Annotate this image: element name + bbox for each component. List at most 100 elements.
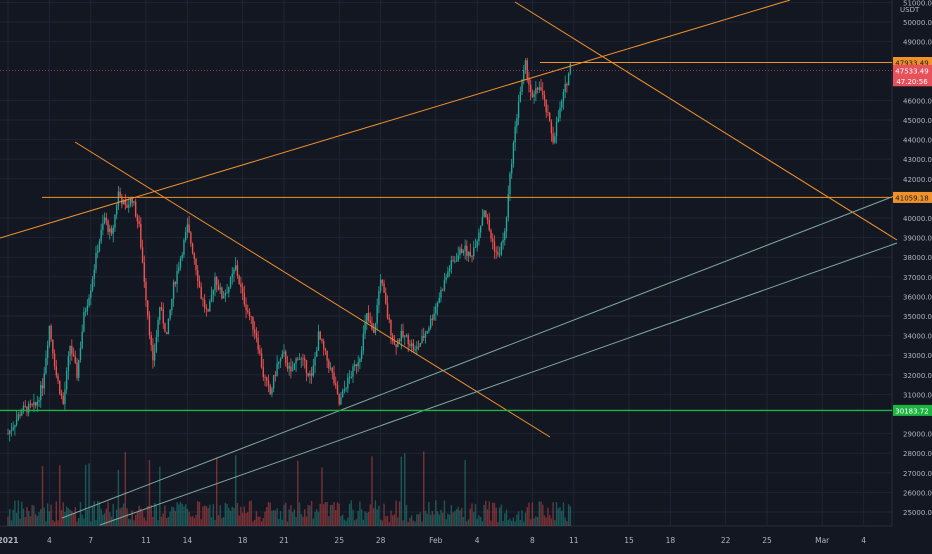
- volume-bar: [43, 507, 45, 526]
- volume-bar: [488, 501, 490, 526]
- candle-body: [448, 268, 451, 272]
- volume-bar: [290, 505, 292, 526]
- candle-body: [285, 351, 287, 363]
- x-tick-label: 25: [762, 536, 772, 545]
- volume-bar: [383, 503, 385, 526]
- volume-bar: [517, 511, 520, 526]
- candle-body: [400, 330, 402, 342]
- volume-bar: [114, 518, 116, 526]
- candle-body: [469, 251, 471, 257]
- descending-trendline-upper: [514, 1, 898, 241]
- volume-bar: [331, 504, 333, 526]
- volume-bar: [385, 516, 387, 526]
- candle-body: [231, 273, 233, 278]
- volume-bar: [264, 511, 266, 526]
- candle-body: [212, 290, 214, 295]
- time-axis[interactable]: 2021 4 7 11 14 18 21 25 28 Feb 4 8 11 15 18 22 25 Mar 4: [0, 536, 866, 545]
- candle-body: [466, 245, 468, 256]
- y-tick-label: 44000.00: [903, 137, 932, 145]
- volume-bar: [452, 512, 454, 526]
- candle-body: [509, 173, 511, 195]
- volume-bar: [34, 514, 37, 526]
- candle-body: [203, 299, 206, 308]
- trendline-drawings[interactable]: [0, 0, 898, 526]
- candle-body: [410, 343, 413, 346]
- candle-body: [245, 304, 247, 311]
- candle-body: [333, 372, 335, 384]
- candle-body: [257, 337, 259, 350]
- candle-body: [304, 358, 306, 361]
- candle-body: [174, 282, 177, 285]
- volume-bar: [169, 511, 171, 526]
- volume-bar: [48, 511, 51, 526]
- candle-body: [64, 389, 66, 404]
- volume-bar: [442, 512, 444, 526]
- candle-body: [498, 254, 501, 256]
- candle-body: [159, 307, 161, 321]
- candle-body: [240, 283, 242, 288]
- candle-body: [190, 232, 192, 244]
- candle-body: [554, 136, 556, 143]
- x-tick-label: 4: [861, 536, 866, 545]
- volume-bar: [81, 514, 83, 526]
- candle-body: [9, 430, 11, 434]
- candle-body: [310, 373, 313, 376]
- y-tick-label: 51000.00: [903, 0, 932, 7]
- candle-body: [490, 230, 492, 239]
- volume-bar: [335, 510, 337, 526]
- volume-bar: [148, 459, 151, 526]
- candle-body: [331, 367, 333, 373]
- volume-bar: [504, 513, 506, 526]
- volume-bar: [272, 510, 275, 526]
- volume-bar: [535, 516, 537, 526]
- candle-body: [345, 388, 347, 390]
- level-badge-label: 41059.18: [895, 194, 928, 202]
- volume-bar: [248, 501, 251, 526]
- volume-bar: [91, 505, 94, 526]
- volume-bar: [15, 512, 18, 526]
- candle-body: [65, 371, 68, 390]
- price-badge-label: 47533.49: [895, 67, 928, 75]
- volume-bar: [295, 516, 297, 526]
- volume-bar: [10, 520, 13, 526]
- volume-bar: [107, 501, 109, 526]
- volume-bar: [364, 511, 366, 526]
- candle-body: [557, 117, 559, 123]
- candle-body: [164, 323, 166, 333]
- volume-bar: [266, 507, 268, 526]
- candle-body: [59, 380, 61, 394]
- candle-body: [147, 300, 149, 316]
- volume-bar: [569, 506, 572, 526]
- candle-body: [193, 253, 195, 259]
- volume-bar: [467, 519, 470, 526]
- volume-bar: [95, 520, 97, 526]
- candle-body: [359, 358, 361, 363]
- candle-body: [562, 92, 565, 102]
- candle-body: [166, 332, 168, 335]
- volume-bar: [416, 514, 418, 526]
- candle-body: [129, 198, 132, 206]
- candle-body: [202, 298, 204, 300]
- candle-body: [467, 251, 470, 256]
- candle-body: [298, 359, 301, 361]
- price-axis[interactable]: 51000.00 50000.00 49000.00 46000.00 45000.00…: [903, 0, 932, 517]
- y-tick-label: 29000.00: [903, 431, 932, 439]
- level-badge-label: 30183.72: [895, 407, 928, 415]
- volume-bar: [78, 517, 80, 526]
- volume-bar: [278, 518, 280, 526]
- volume-bar: [373, 507, 375, 526]
- x-tick-label: 14: [183, 536, 193, 545]
- candle-body: [322, 341, 325, 349]
- candle-body: [279, 358, 282, 362]
- candle-body: [483, 210, 485, 218]
- candle-body: [124, 200, 126, 205]
- volume-bar: [155, 504, 158, 526]
- volume-bar: [536, 517, 539, 526]
- volume-bar: [310, 500, 313, 526]
- volume-bar: [59, 465, 61, 526]
- volume-bar: [381, 520, 384, 526]
- volume-bar: [402, 520, 404, 526]
- volume-bar: [540, 501, 542, 526]
